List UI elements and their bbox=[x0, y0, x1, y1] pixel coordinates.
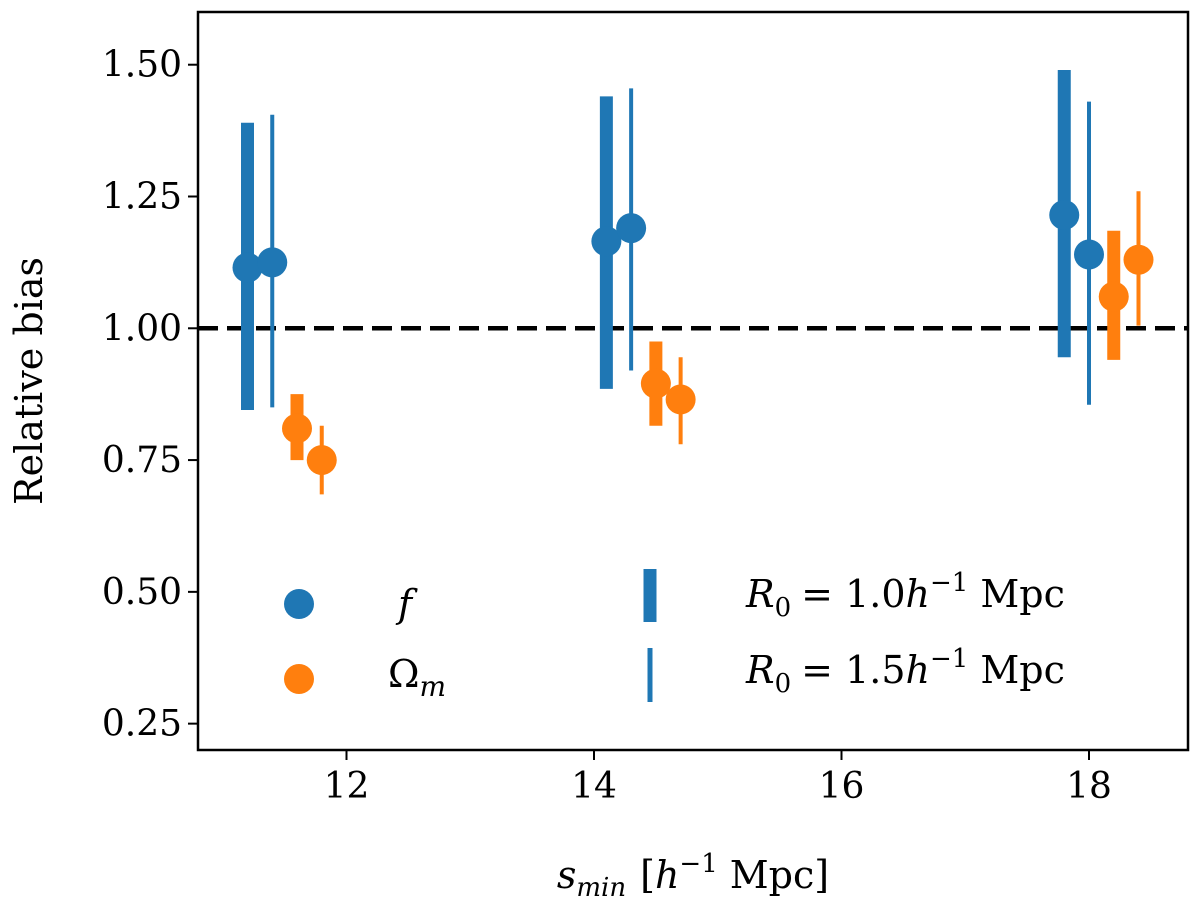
y-tick-label: 0.50 bbox=[102, 572, 182, 613]
x-tick-label: 18 bbox=[1066, 766, 1112, 807]
y-axis-ticks: 0.25 0.50 0.75 1.00 1.25 1.50 bbox=[102, 45, 198, 745]
point-f-r0-1.0 bbox=[591, 226, 622, 257]
x-tick-label: 12 bbox=[324, 766, 370, 807]
legend-label-r0-1.5: R0 = 1.5h−1 Mpc bbox=[745, 644, 1065, 699]
point-omega-m-r0-1.5 bbox=[1123, 244, 1154, 275]
point-omega-m-r0-1.0 bbox=[640, 368, 671, 399]
y-axis-title: Relative bias bbox=[7, 257, 51, 505]
data-layer bbox=[232, 69, 1154, 495]
point-f-r0-1.5 bbox=[1074, 239, 1104, 270]
y-tick-label: 1.00 bbox=[102, 308, 182, 349]
point-f-r0-1.0 bbox=[1049, 199, 1080, 230]
y-tick-label: 1.25 bbox=[102, 177, 182, 218]
point-f-r0-1.0 bbox=[232, 252, 263, 283]
plot-frame bbox=[196, 10, 1190, 752]
legend: f Ωm R0 = 1.0h−1 Mpc R0 = 1.5h−1 Mpc bbox=[284, 568, 1065, 703]
point-omega-m-r0-1.5 bbox=[665, 384, 696, 415]
point-omega-m-r0-1.0 bbox=[1098, 281, 1129, 312]
y-tick-label: 0.25 bbox=[102, 704, 182, 745]
x-axis-ticks: 12 14 16 18 bbox=[324, 750, 1112, 807]
legend-label-omega-m: Ωm bbox=[388, 652, 446, 703]
point-omega-m-r0-1.5 bbox=[306, 445, 337, 476]
x-tick-label: 16 bbox=[819, 766, 865, 807]
legend-marker-f bbox=[284, 589, 314, 619]
point-f-r0-1.5 bbox=[257, 247, 288, 278]
legend-marker-omega-m bbox=[284, 664, 314, 694]
x-tick-label: 14 bbox=[571, 766, 617, 807]
legend-label-r0-1.0: R0 = 1.0h−1 Mpc bbox=[745, 568, 1065, 623]
y-tick-label: 1.50 bbox=[102, 45, 182, 86]
x-axis-title: smin [h−1 Mpc] bbox=[557, 849, 829, 903]
y-tick-label: 0.75 bbox=[102, 440, 182, 481]
point-omega-m-r0-1.0 bbox=[282, 413, 312, 444]
point-f-r0-1.5 bbox=[616, 213, 647, 244]
